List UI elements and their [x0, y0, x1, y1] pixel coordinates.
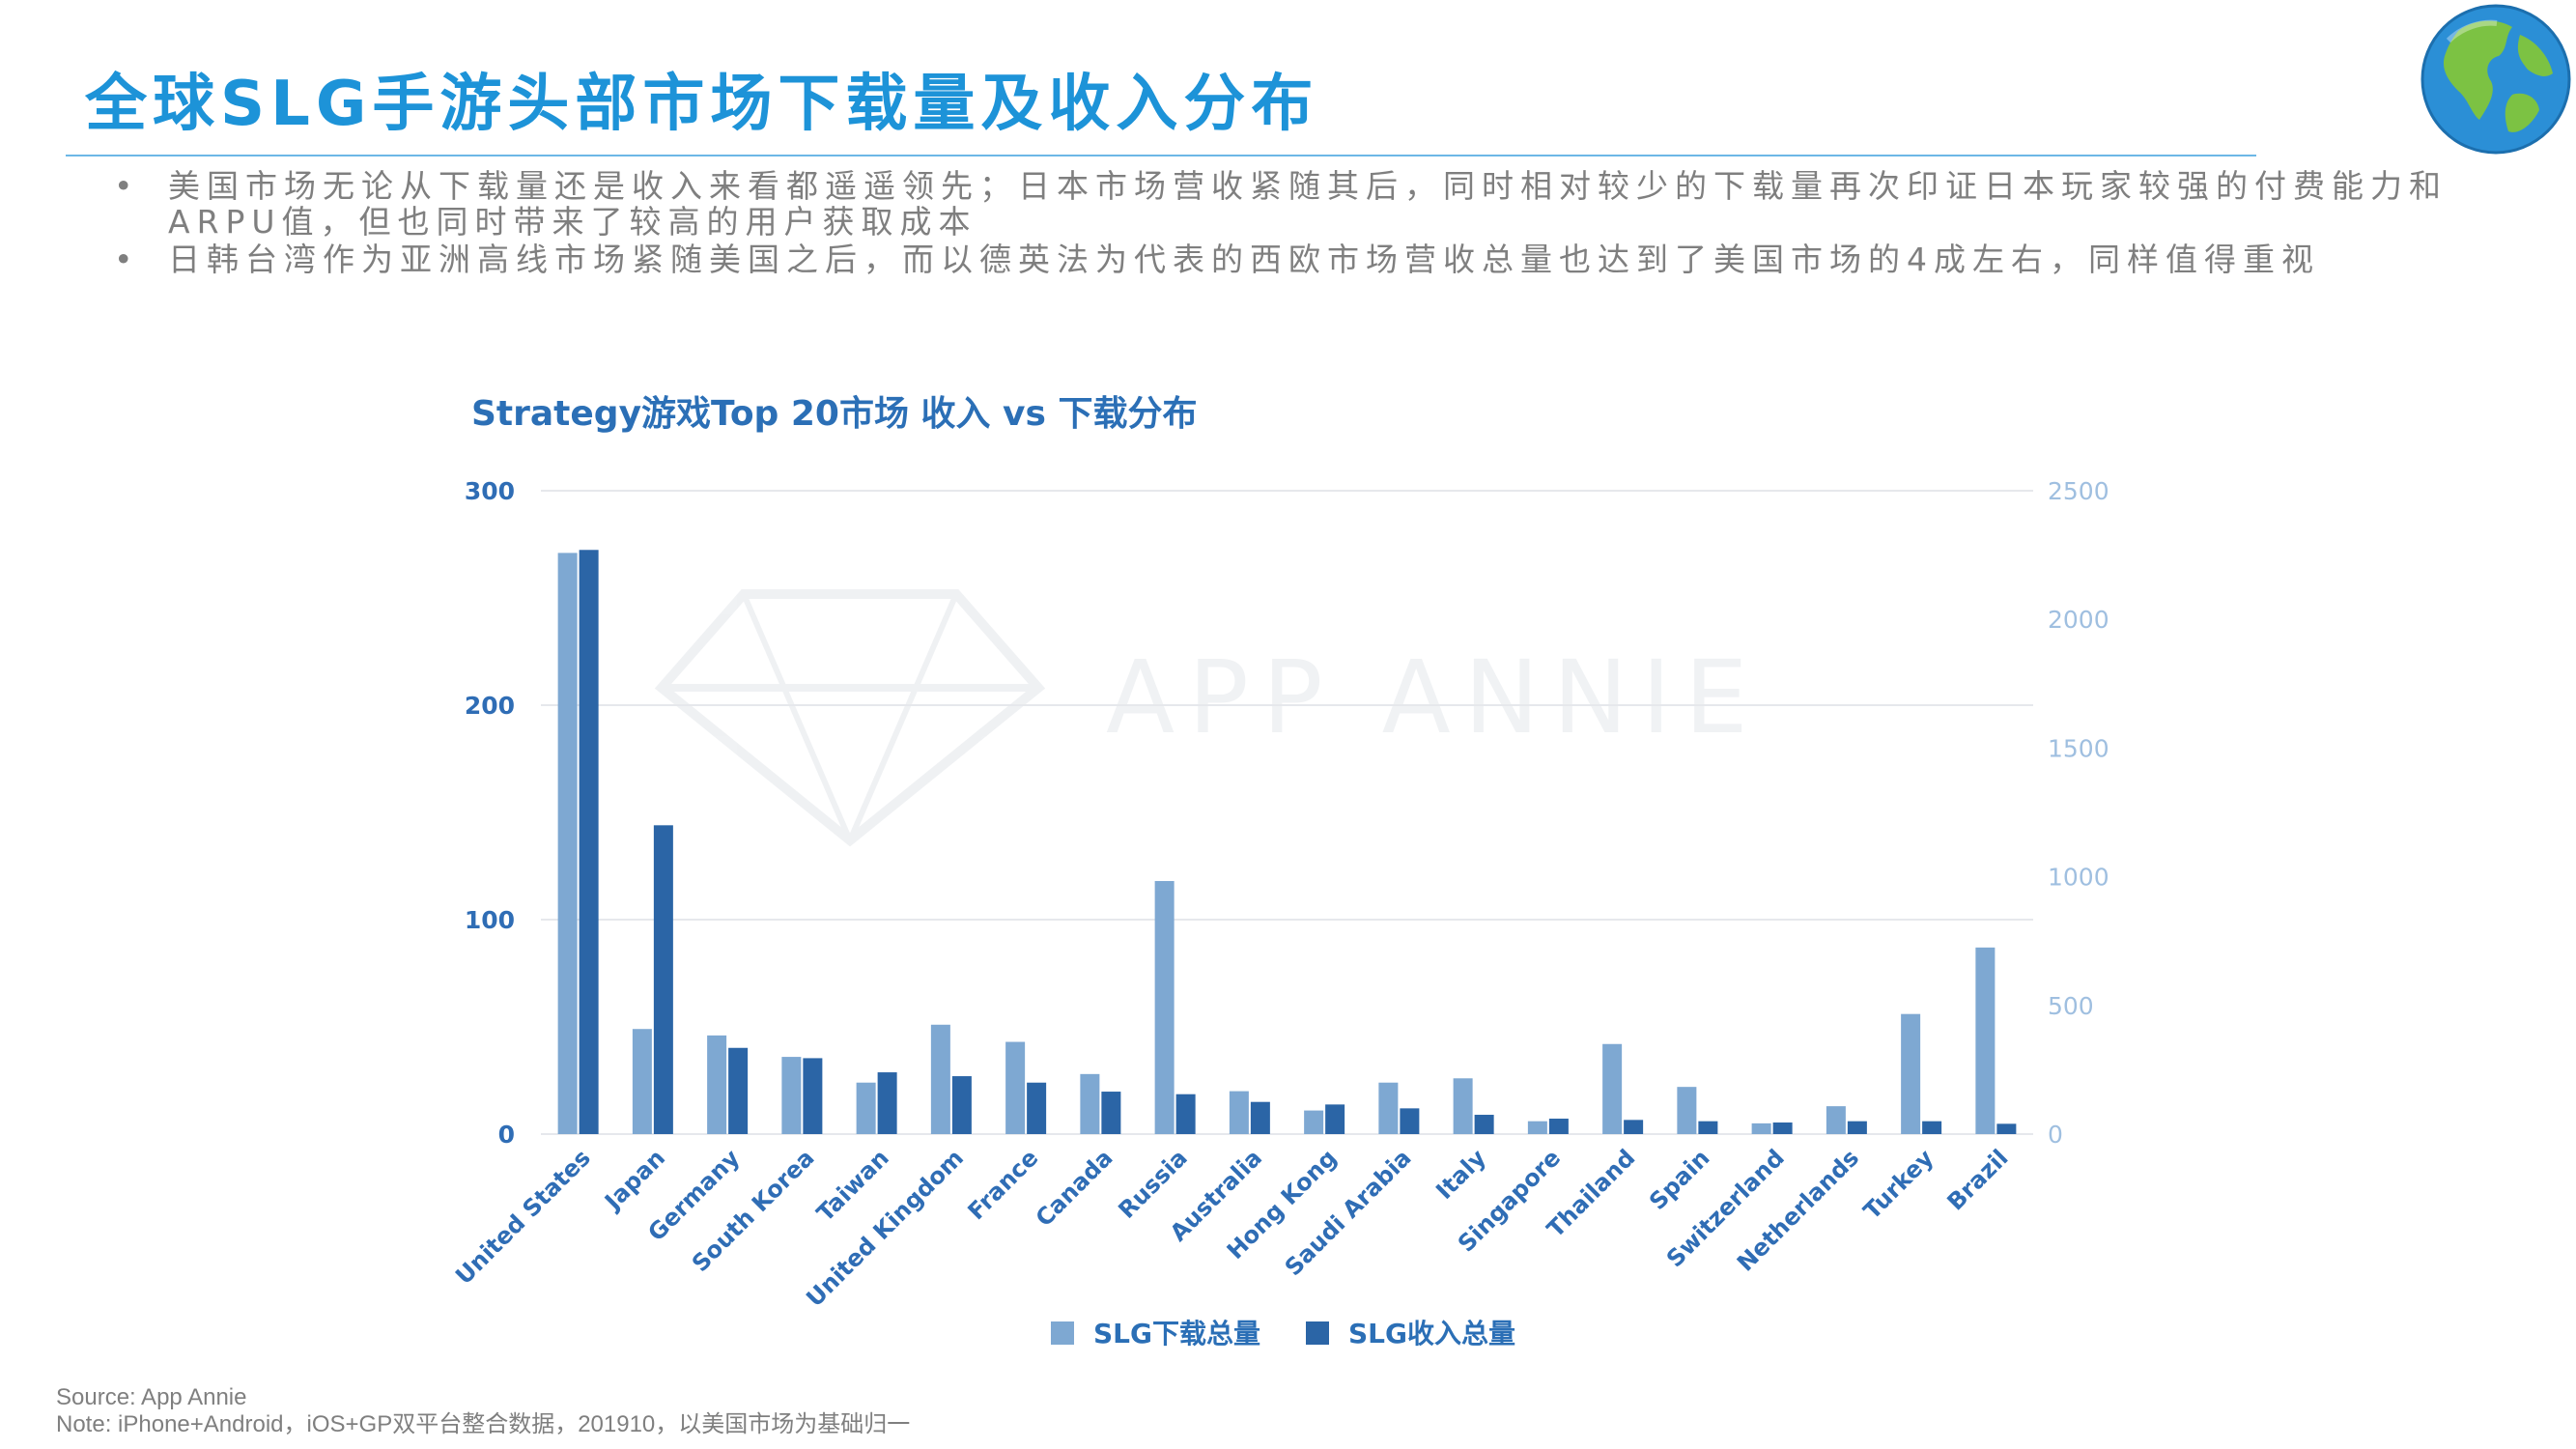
bar-revenue — [653, 825, 673, 1134]
x-axis-tick: Spain — [1644, 1144, 1715, 1215]
bar-revenue — [728, 1047, 749, 1134]
left-axis-tick: 100 — [465, 906, 515, 934]
right-axis-tick: 2500 — [2048, 477, 2109, 505]
legend-swatch-downloads — [1051, 1321, 1074, 1345]
right-axis-tick: 500 — [2048, 992, 2094, 1020]
bar-revenue — [1772, 1122, 1793, 1134]
source-note: Source: App Annie — [56, 1384, 247, 1410]
bullet-marker: • — [114, 241, 133, 278]
left-axis-tick: 200 — [465, 692, 515, 720]
bar-revenue — [951, 1076, 972, 1134]
bullet-text: 美国市场无论从下载量还是收入来看都遥遥领先；日本市场营收紧随其后，同时相对较少的… — [168, 167, 2448, 241]
bar-downloads — [856, 1082, 876, 1134]
bullet-list: • 美国市场无论从下载量还是收入来看都遥遥领先；日本市场营收紧随其后，同时相对较… — [114, 168, 2558, 279]
legend-label-downloads: SLG下载总量 — [1093, 1318, 1260, 1350]
left-axis-tick: 0 — [498, 1121, 515, 1149]
x-axis-tick: Saudi Arabia — [1280, 1144, 1417, 1281]
x-axis-tick: Italy — [1430, 1144, 1491, 1205]
bullet-item: • 日韩台湾作为亚洲高线市场紧随美国之后，而以德英法为代表的西欧市场营收总量也达… — [114, 242, 2558, 277]
bar-downloads — [632, 1029, 652, 1134]
title-divider — [66, 155, 2256, 156]
watermark-text: APP ANNIE — [1106, 639, 1762, 756]
bar-revenue — [1996, 1123, 2017, 1134]
right-axis-tick: 0 — [2048, 1121, 2063, 1149]
bar-revenue — [1698, 1121, 1718, 1134]
bullet-text: 日韩台湾作为亚洲高线市场紧随美国之后，而以德英法为代表的西欧市场营收总量也达到了… — [168, 241, 2320, 278]
footnotes: Source: App Annie Note: iPhone+Android，i… — [56, 1384, 910, 1438]
x-axis-tick: Canada — [1031, 1144, 1118, 1232]
bar-downloads — [1826, 1106, 1846, 1134]
x-axis-tick: United States — [450, 1144, 596, 1290]
bar-downloads — [1901, 1013, 1921, 1134]
page-title: 全球SLG手游头部市场下载量及收入分布 — [85, 69, 1319, 140]
bar-downloads — [1378, 1082, 1399, 1134]
bullet-marker: • — [114, 167, 133, 205]
bar-downloads — [1975, 947, 1996, 1134]
right-axis-tick: 1000 — [2048, 864, 2109, 892]
bar-revenue — [877, 1072, 897, 1134]
bar-downloads — [1229, 1091, 1249, 1134]
bar-revenue — [1847, 1121, 1867, 1134]
globe-icon — [2420, 2, 2572, 156]
bar-revenue — [1624, 1120, 1644, 1134]
left-axis-tick: 300 — [465, 477, 515, 505]
right-axis-tick: 1500 — [2048, 734, 2109, 762]
bar-downloads — [1005, 1041, 1026, 1134]
bar-revenue — [1101, 1092, 1121, 1134]
data-note: Note: iPhone+Android，iOS+GP双平台整合数据，20191… — [56, 1411, 911, 1437]
bar-downloads — [1751, 1122, 1771, 1134]
bar-revenue — [1548, 1119, 1569, 1134]
bar-revenue — [1474, 1115, 1494, 1134]
bar-revenue — [1250, 1101, 1270, 1134]
bar-downloads — [1453, 1078, 1473, 1134]
bar-downloads — [707, 1035, 727, 1134]
bar-revenue — [1400, 1108, 1420, 1134]
bullet-item: • 美国市场无论从下载量还是收入来看都遥遥领先；日本市场营收紧随其后，同时相对较… — [114, 168, 2558, 240]
bar-downloads — [1602, 1043, 1623, 1134]
bar-revenue — [1175, 1094, 1196, 1134]
bar-downloads — [1080, 1073, 1100, 1134]
x-axis-tick: Brazil — [1942, 1144, 2014, 1215]
bar-downloads — [1677, 1087, 1697, 1134]
bar-downloads — [1527, 1121, 1547, 1134]
right-axis-tick: 2000 — [2048, 606, 2109, 634]
x-axis-tick: Turkey — [1858, 1144, 1939, 1225]
diamond-watermark-icon — [654, 589, 1046, 847]
bar-downloads — [781, 1057, 802, 1134]
bar-revenue — [579, 550, 599, 1134]
bar-revenue — [1922, 1121, 1942, 1134]
legend-swatch-revenue — [1306, 1321, 1329, 1345]
chart-title: Strategy游戏Top 20市场 收入 vs 下载分布 — [471, 394, 1197, 434]
bar-revenue — [803, 1058, 823, 1134]
bar-downloads — [1304, 1110, 1324, 1134]
bar-downloads — [930, 1024, 950, 1134]
bar-revenue — [1325, 1104, 1345, 1134]
x-axis-tick: Japan — [598, 1144, 670, 1216]
bar-revenue — [1027, 1082, 1047, 1134]
bar-downloads — [1154, 881, 1175, 1134]
bar-downloads — [557, 553, 578, 1134]
legend-label-revenue: SLG收入总量 — [1348, 1318, 1515, 1350]
